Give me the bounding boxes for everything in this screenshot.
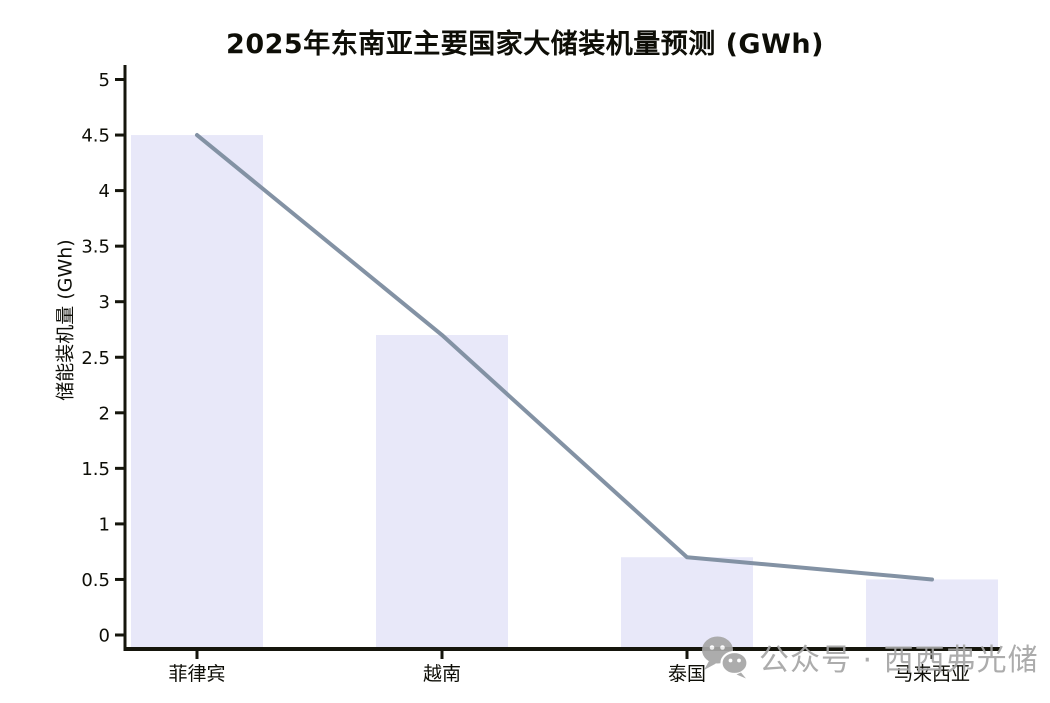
bar bbox=[376, 335, 508, 649]
trend-line bbox=[195, 133, 934, 582]
bar bbox=[621, 557, 753, 649]
y-tick-label: 2.5 bbox=[81, 348, 110, 369]
bar bbox=[131, 135, 263, 650]
x-tick bbox=[930, 651, 934, 659]
watermark: 公众号 · 西西弗光储 bbox=[700, 634, 1039, 680]
y-tick-label: 4.5 bbox=[81, 126, 110, 147]
y-tick bbox=[115, 189, 125, 193]
y-tick bbox=[115, 522, 125, 526]
y-tick-label: 0 bbox=[99, 626, 110, 647]
y-tick-label: 5 bbox=[99, 70, 110, 91]
y-tick bbox=[115, 244, 125, 248]
x-tick-label: 泰国 bbox=[668, 663, 706, 685]
y-tick bbox=[115, 355, 125, 359]
y-tick bbox=[115, 577, 125, 581]
y-tick bbox=[115, 466, 125, 470]
x-tick bbox=[440, 651, 444, 659]
x-tick bbox=[685, 651, 689, 659]
y-tick-label: 1.5 bbox=[81, 459, 110, 480]
watermark-text: 公众号 · 西西弗光储 bbox=[759, 643, 1039, 678]
y-tick bbox=[115, 78, 125, 81]
bar bbox=[866, 579, 998, 649]
y-tick bbox=[115, 411, 125, 415]
x-axis-spine bbox=[123, 647, 1000, 651]
y-tick bbox=[115, 133, 125, 137]
x-tick-label: 菲律宾 bbox=[168, 663, 225, 685]
y-tick-label: 1 bbox=[99, 514, 110, 535]
y-tick-label: 2 bbox=[99, 403, 110, 424]
y-tick-label: 0.5 bbox=[81, 570, 110, 591]
x-tick bbox=[195, 651, 199, 659]
x-tick-label: 越南 bbox=[423, 663, 461, 685]
y-tick-label: 3 bbox=[99, 292, 110, 313]
y-tick-label: 3.5 bbox=[81, 237, 110, 258]
y-tick-label: 4 bbox=[99, 181, 110, 202]
wechat-icon bbox=[700, 635, 750, 679]
chart-title: 2025年东南亚主要国家大储装机量预测 (GWh) bbox=[226, 29, 824, 60]
x-tick-label: 马来西亚 bbox=[894, 663, 970, 685]
y-tick bbox=[115, 300, 125, 304]
y-tick bbox=[115, 633, 125, 637]
